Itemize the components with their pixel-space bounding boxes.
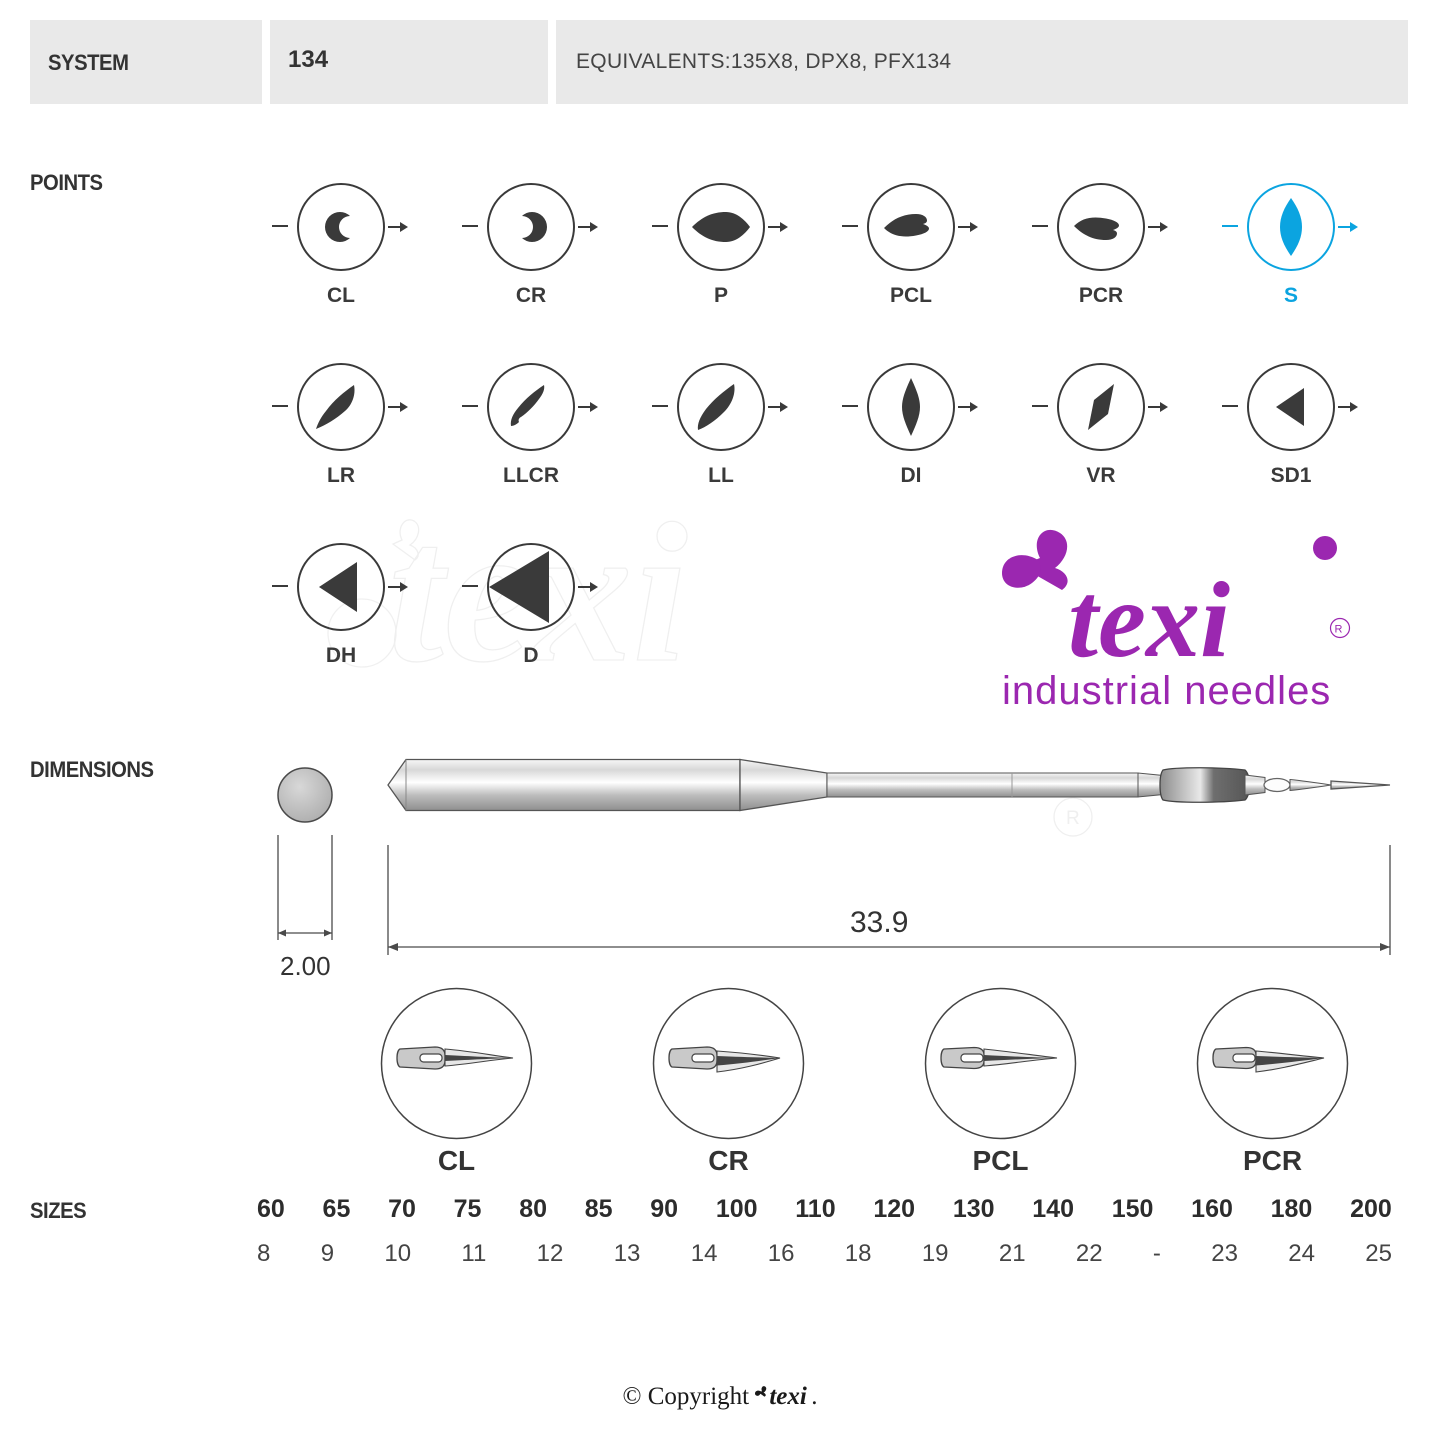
svg-text:industrial needles: industrial needles bbox=[1002, 669, 1331, 713]
svg-text:2.00: 2.00 bbox=[280, 951, 331, 981]
svg-text:texi: texi bbox=[1068, 561, 1230, 680]
svg-text:R: R bbox=[1335, 624, 1343, 636]
svg-text:33.9: 33.9 bbox=[850, 906, 908, 939]
